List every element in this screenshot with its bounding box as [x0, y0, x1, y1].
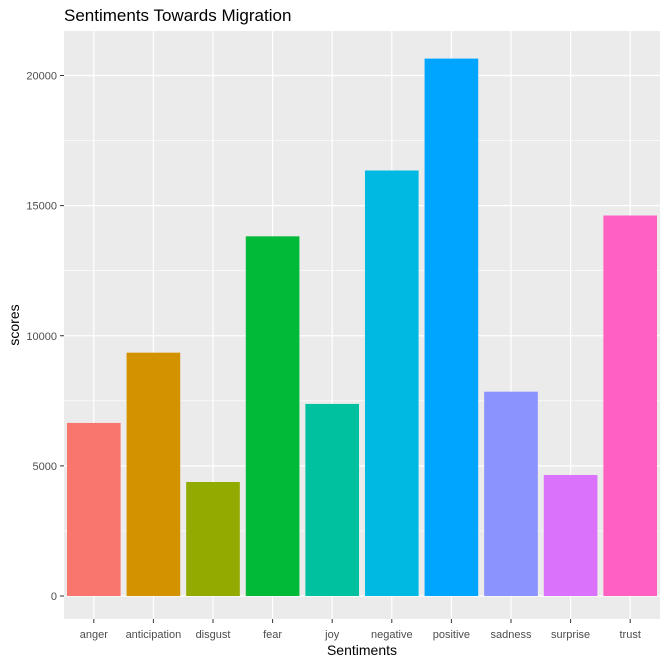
y-tick-label: 0	[51, 591, 57, 603]
bar-negative	[364, 170, 419, 596]
bar-anger	[66, 422, 121, 596]
x-axis-title: Sentiments	[327, 642, 397, 658]
x-tick-label: trust	[619, 629, 640, 641]
y-tick-label: 20000	[26, 71, 57, 83]
x-tick-label: negative	[371, 629, 413, 641]
bar-joy	[305, 403, 360, 596]
x-axis-ticks: anger anticipation disgust fear joy negative p…	[80, 619, 641, 641]
bar-positive	[424, 58, 479, 597]
bar-sadness	[484, 391, 538, 596]
bar-anticipation	[126, 352, 181, 596]
chart-title: Sentiments Towards Migration	[64, 6, 291, 25]
x-tick-label: anticipation	[126, 629, 182, 641]
bar-trust	[603, 215, 658, 596]
x-tick-label: sadness	[491, 629, 532, 641]
bars	[66, 58, 658, 597]
y-axis-ticks: 0 5000 10000 15000 20000	[26, 71, 64, 603]
y-tick-label: 5000	[33, 461, 57, 473]
x-tick-label: anger	[80, 629, 108, 641]
x-tick-label: joy	[324, 629, 340, 641]
bar-surprise	[543, 474, 598, 596]
x-tick-label: fear	[263, 629, 282, 641]
y-tick-label: 15000	[26, 201, 57, 213]
bar-fear	[245, 236, 300, 596]
y-tick-label: 10000	[26, 331, 57, 343]
bar-disgust	[186, 482, 240, 596]
x-tick-label: disgust	[196, 629, 231, 641]
y-axis-title: scores	[6, 304, 22, 345]
x-tick-label: surprise	[551, 629, 590, 641]
x-tick-label: positive	[433, 629, 470, 641]
